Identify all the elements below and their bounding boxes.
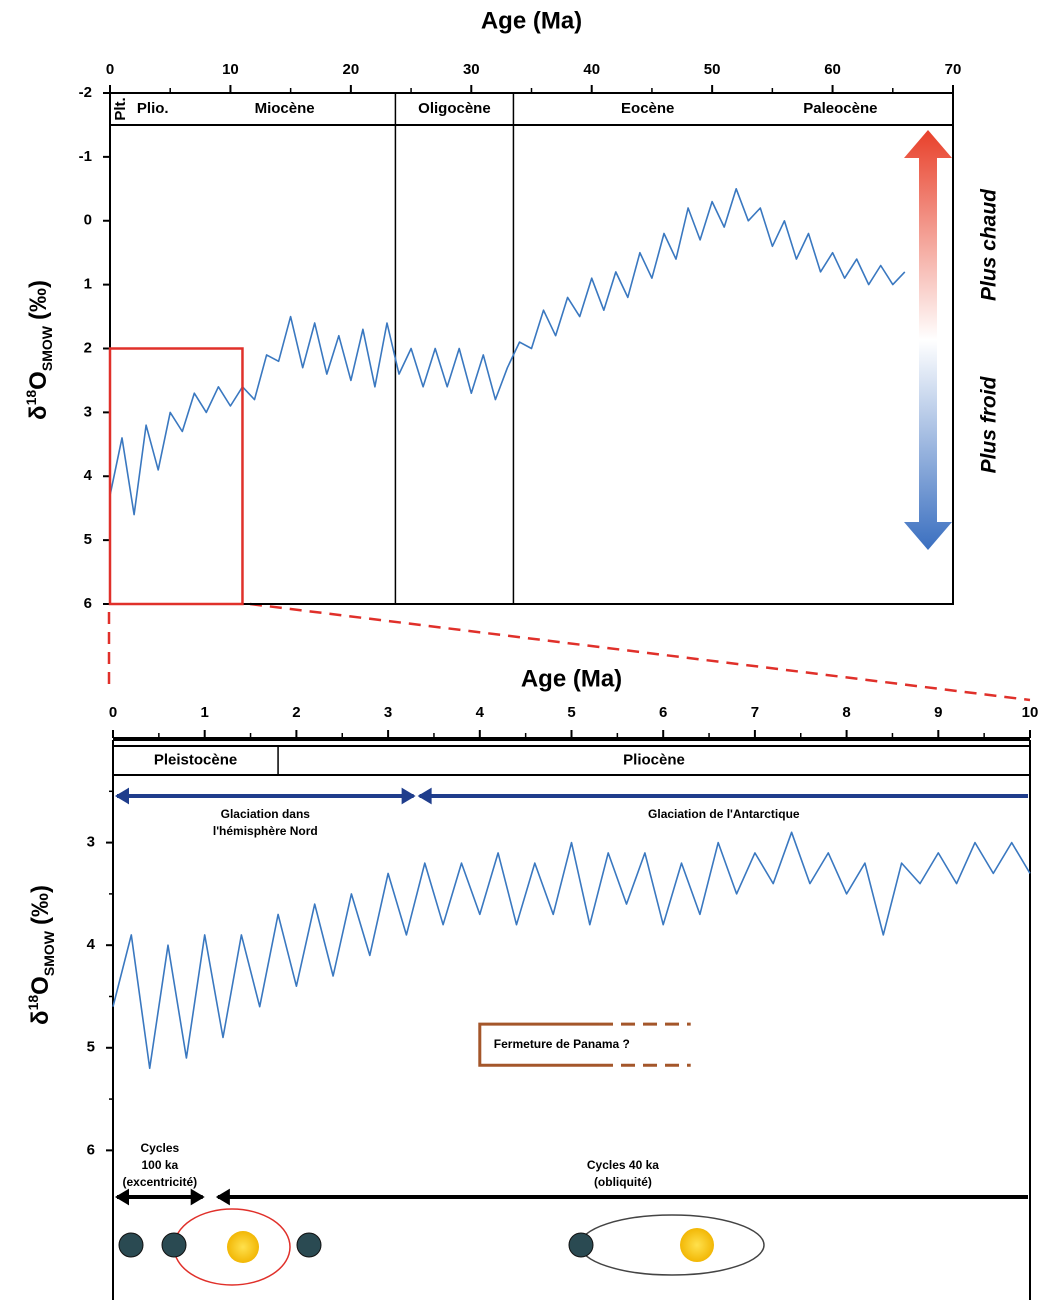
x-tick-label: 6 — [659, 704, 667, 721]
glaciation-label: Glaciation de l'Antarctique — [648, 807, 800, 821]
y-tick-label: -1 — [79, 148, 92, 165]
zoom-box — [108, 347, 244, 606]
x-axis-title: Age (Ma) — [481, 7, 582, 34]
epoch-label: Plt. — [112, 97, 129, 120]
epoch-label: Plio. — [137, 100, 169, 117]
x-tick-label: 5 — [567, 704, 575, 721]
arrow-head — [215, 1188, 230, 1206]
y-tick-label: -2 — [79, 84, 92, 101]
x-tick-label: 10 — [222, 61, 239, 78]
y-label-part: O — [27, 976, 54, 995]
cycle-label: (obliquité) — [594, 1175, 652, 1189]
x-tick-label: 0 — [109, 704, 117, 721]
x-tick-label: 0 — [106, 61, 114, 78]
x-tick-label: 3 — [384, 704, 392, 721]
arrow-head — [190, 1188, 205, 1206]
epoch-band — [109, 92, 954, 126]
epoch-band — [112, 745, 1031, 776]
x-tick-label: 20 — [343, 61, 360, 78]
y-label-part: 18 — [23, 390, 39, 406]
y-tick-label: 4 — [84, 467, 93, 484]
zoom-connector — [107, 602, 1031, 702]
y-tick-label: 3 — [84, 403, 92, 420]
arrow-head — [417, 787, 432, 805]
y-tick-label: 0 — [84, 212, 92, 229]
x-tick-label: 10 — [1022, 704, 1039, 721]
data-line — [112, 831, 1031, 1070]
y-tick-label: 5 — [84, 531, 92, 548]
epoch-label: Miocène — [255, 100, 315, 117]
y-axis-label: δ18OSMOW (‰) — [25, 885, 57, 1025]
epoch-label: Eocène — [621, 100, 674, 117]
y-tick-label: 6 — [84, 595, 92, 612]
x-tick-label: 30 — [463, 61, 480, 78]
data-line — [109, 188, 906, 516]
panama-bracket — [478, 1022, 600, 1067]
cycle-label: Cycles 40 ka — [587, 1158, 659, 1172]
epoch-label: Pleistocène — [154, 751, 237, 768]
x-tick-label: 40 — [583, 61, 600, 78]
epoch-label: Oligocène — [418, 100, 491, 117]
y-tick-label: 5 — [87, 1039, 95, 1056]
x-tick-label: 7 — [751, 704, 759, 721]
y-tick-label: 3 — [87, 834, 95, 851]
glaciation-label: l'hémisphère Nord — [213, 824, 318, 838]
y-label-part: (‰) — [25, 280, 52, 320]
x-axis-title: Age (Ma) — [521, 665, 622, 692]
glaciation-label: Glaciation dans — [221, 807, 311, 821]
x-tick-label: 2 — [292, 704, 300, 721]
panama-dashed — [599, 1022, 691, 1067]
cold-label: Plus froid — [978, 375, 1001, 473]
x-tick-label: 50 — [704, 61, 721, 78]
arrow-head — [115, 1188, 129, 1206]
x-tick-label: 8 — [842, 704, 850, 721]
arrow-head — [115, 787, 129, 805]
y-label-part: δ — [25, 405, 52, 420]
y-tick-label: 2 — [84, 339, 92, 356]
x-tick-label: 9 — [934, 704, 942, 721]
y-label-part: SMOW — [41, 930, 57, 976]
x-tick-label: 4 — [476, 704, 485, 721]
y-label-part: δ — [27, 1010, 54, 1025]
y-axis-label: δ18OSMOW (‰) — [23, 280, 55, 420]
temperature-arrow — [904, 130, 952, 550]
x-tick-label: 60 — [824, 61, 841, 78]
x-tick-label: 70 — [945, 61, 962, 78]
y-label-part: 18 — [25, 995, 41, 1011]
orbit-icons — [118, 1208, 765, 1286]
cycle-label: Cycles — [140, 1141, 179, 1155]
panama-label: Fermeture de Panama ? — [494, 1037, 630, 1051]
y-tick-label: 1 — [84, 276, 92, 293]
y-tick-label: 6 — [87, 1141, 95, 1158]
epoch-label: Paleocène — [803, 100, 877, 117]
y-label-part: SMOW — [39, 325, 55, 371]
y-label-part: O — [25, 371, 52, 390]
y-tick-label: 4 — [87, 936, 96, 953]
warm-label: Plus chaud — [978, 188, 1001, 301]
cycle-label: 100 ka — [141, 1158, 178, 1172]
y-label-part: (‰) — [27, 885, 54, 925]
x-tick-label: 1 — [201, 704, 209, 721]
arrow-head — [401, 787, 416, 805]
cycle-label: (excentricité) — [122, 1175, 197, 1189]
epoch-label: Pliocène — [623, 751, 685, 768]
